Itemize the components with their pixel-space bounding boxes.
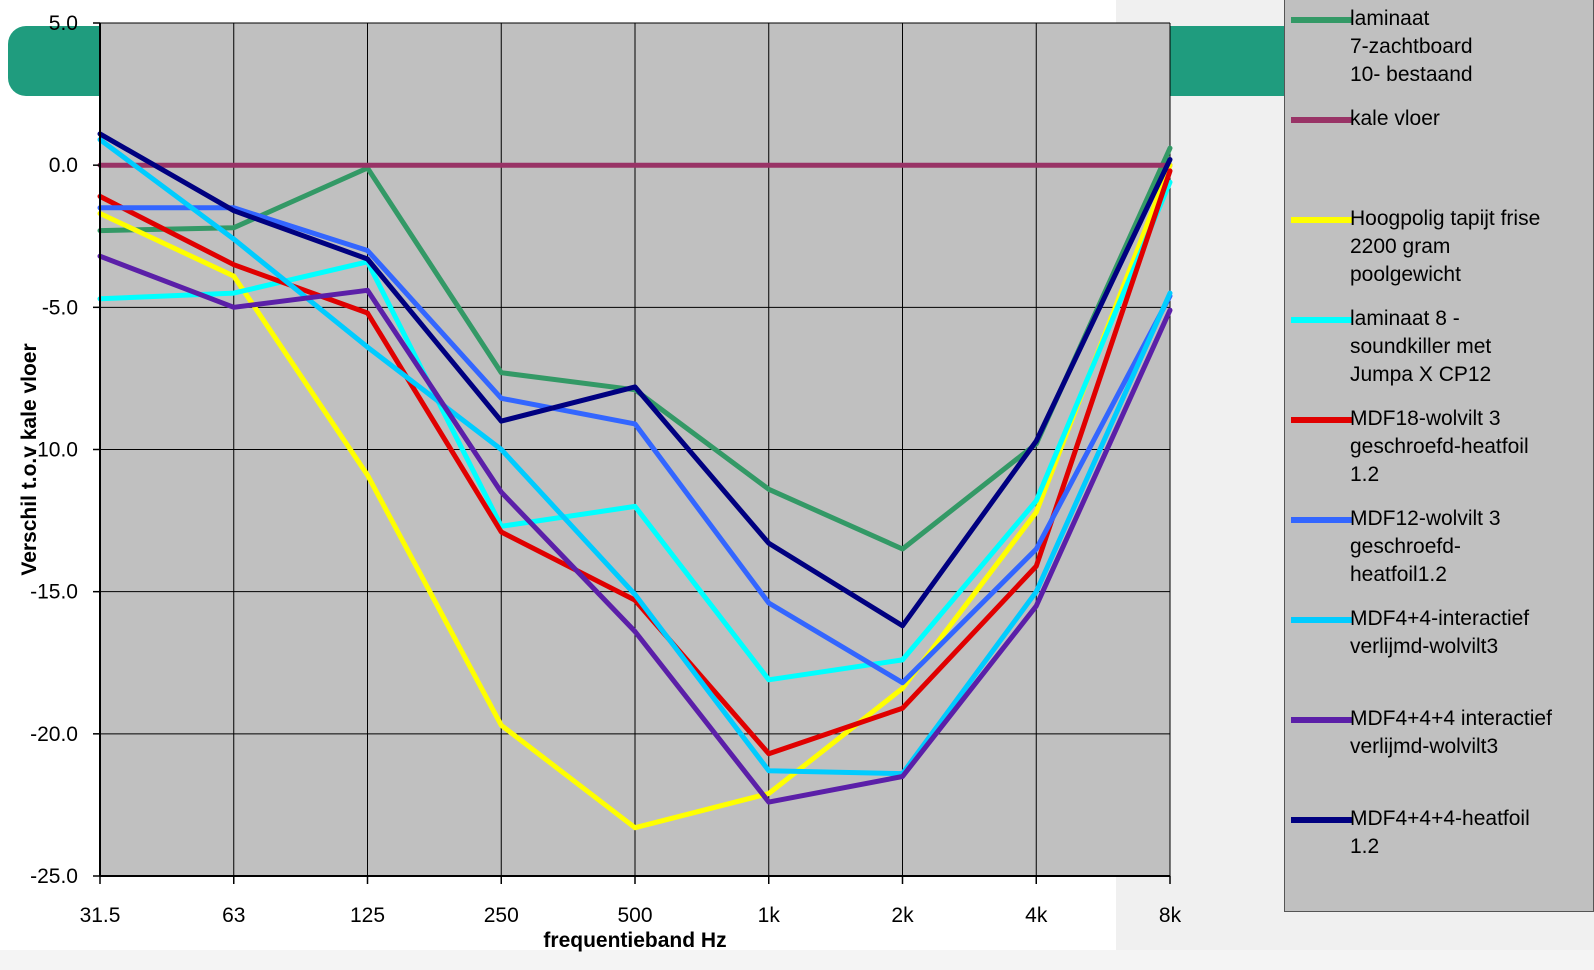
legend-label: MDF4+4+4 interactief verlijmd-wolvilt3 — [1350, 707, 1552, 758]
x-tick-label: 2k — [891, 904, 914, 927]
x-tick-label: 31.5 — [80, 904, 121, 927]
legend-swatch — [1291, 317, 1353, 323]
series-line-8 — [97, 131, 1173, 629]
legend-label: MDF4+4-interactief verlijmd-wolvilt3 — [1350, 607, 1530, 658]
series-line-7 — [97, 253, 1173, 805]
legend-label: MDF18-wolvilt 3 geschroefd-heatfoil 1.2 — [1350, 407, 1529, 486]
legend-label: MDF4+4+4-heatfoil 1.2 — [1350, 807, 1530, 858]
legend-swatch — [1291, 217, 1353, 223]
legend-swatch — [1291, 417, 1353, 423]
x-tick-label: 250 — [484, 904, 519, 927]
legend-label: kale vloer — [1350, 107, 1440, 130]
legend: laminaat 7-zachtboard 10- bestaand kale v… — [1284, 0, 1594, 912]
legend-swatch — [1291, 617, 1353, 623]
series-line-6 — [97, 137, 1173, 777]
legend-label: laminaat 8 - soundkiller met Jumpa X CP1… — [1350, 307, 1492, 386]
legend-swatch — [1291, 717, 1353, 723]
y-tick-label: -20.0 — [30, 723, 78, 746]
legend-swatch — [1291, 817, 1353, 823]
y-tick-label: -5.0 — [42, 296, 78, 319]
series-line-4 — [97, 168, 1173, 757]
y-tick-label: 5.0 — [49, 12, 78, 35]
y-tick-label: 0.0 — [49, 154, 78, 177]
x-axis-title: frequentieband Hz — [543, 929, 726, 952]
x-tick-label: 4k — [1025, 904, 1048, 927]
x-tick-label: 1k — [758, 904, 781, 927]
legend-swatch — [1291, 117, 1353, 123]
x-tick-label: 63 — [222, 904, 245, 927]
series-line-2 — [97, 162, 1173, 831]
legend-label: laminaat 7-zachtboard 10- bestaand — [1350, 7, 1473, 86]
series-line-5 — [97, 205, 1173, 686]
legend-swatch — [1291, 17, 1353, 23]
y-axis-title: Verschil t.o.v kale vloer — [18, 343, 41, 575]
y-tick-label: -10.0 — [30, 439, 78, 462]
y-tick-label: -25.0 — [30, 865, 78, 888]
series-lines — [97, 131, 1173, 831]
axes: 5.0 0.0 -5.0 -10.0 -15.0 -20.0 -25.031.5 63 125 2… — [30, 12, 1181, 927]
legend-label: MDF12-wolvilt 3 geschroefd- heatfoil1.2 — [1350, 507, 1501, 586]
y-tick-label: -15.0 — [30, 581, 78, 604]
x-tick-label: 500 — [617, 904, 652, 927]
legend-label: Hoogpolig tapijt frise 2200 gram poolgew… — [1350, 207, 1541, 286]
x-tick-label: 125 — [350, 904, 385, 927]
x-tick-label: 8k — [1159, 904, 1182, 927]
legend-swatch — [1291, 517, 1353, 523]
